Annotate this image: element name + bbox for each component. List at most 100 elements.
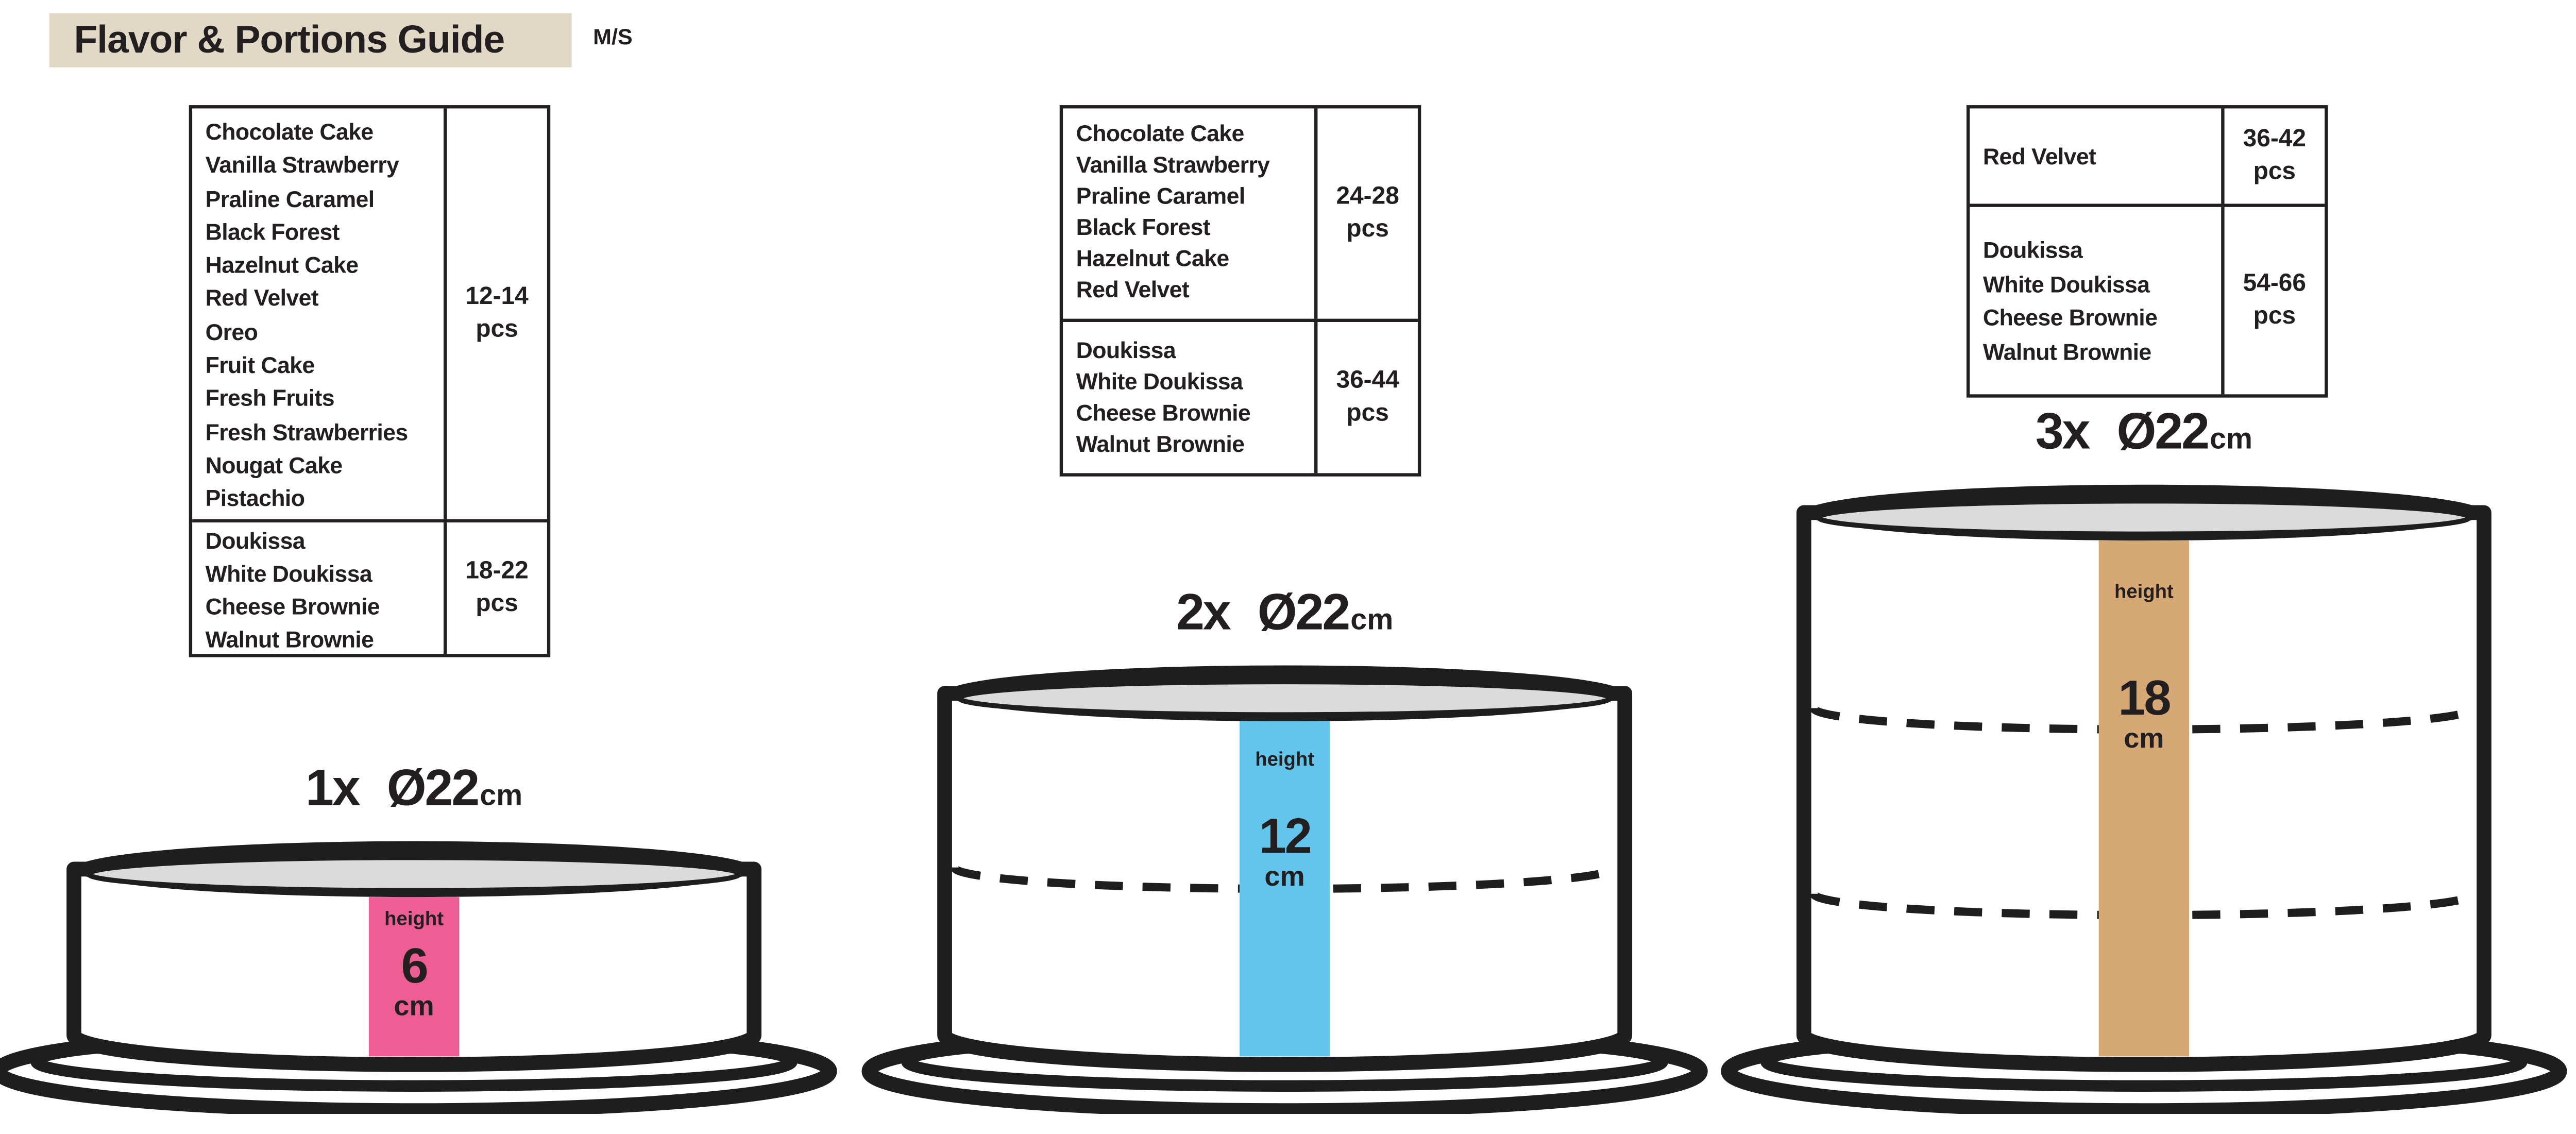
flavor-item: Doukissa	[205, 527, 306, 554]
cake-size-label-diameter: Ø22	[2116, 402, 2210, 460]
portions-range: 18-22	[465, 556, 529, 585]
cake-size-label-diameter: Ø22	[1257, 583, 1350, 641]
flavor-item: Pistachio	[205, 485, 305, 512]
table-row: Doukissa White Doukissa Cheese Brownie Waln…	[192, 519, 547, 654]
table-row: Red Velvet 36-42 pcs	[1970, 108, 2325, 204]
flavor-item: Doukissa	[1982, 236, 2083, 263]
cake-top-surface	[86, 855, 742, 893]
table-row: Chocolate Cake Vanilla Strawberry Praline …	[192, 108, 547, 519]
height-bar	[2098, 540, 2190, 1057]
portions-range: 36-44	[1336, 366, 1399, 395]
flavor-table-middle: Chocolate Cake Vanilla Strawberry Praline …	[1059, 105, 1421, 477]
height-unit: cm	[394, 990, 434, 1022]
portions-cell: 36-42 pcs	[2221, 108, 2325, 204]
flavor-item: Red Velvet	[205, 285, 319, 312]
flavor-item: Walnut Brownie	[1076, 430, 1245, 457]
flavor-list-cell: Doukissa White Doukissa Cheese Brownie Waln…	[1970, 207, 2221, 395]
flavor-item: Hazelnut Cake	[205, 251, 359, 278]
flavor-item: Red Velvet	[1982, 142, 2096, 168]
cake-size-label-multiplier: 1x	[305, 759, 361, 817]
height-bar-label: height 6 cm	[369, 897, 459, 1056]
flavor-list-cell: Doukissa White Doukissa Cheese Brownie Waln…	[192, 522, 444, 654]
flavor-item: Hazelnut Cake	[1076, 245, 1230, 272]
cake-size-label: 2x Ø22 cm	[1176, 583, 1393, 642]
flavor-list-cell: Red Velvet	[1970, 108, 2221, 204]
page-title: Flavor & Portions Guide	[74, 18, 505, 61]
height-word: height	[2114, 580, 2174, 603]
portions-range: 12-14	[465, 282, 529, 311]
height-bar	[368, 897, 460, 1057]
flavor-item: Black Forest	[205, 218, 340, 245]
portions-cell: 18-22 pcs	[443, 522, 547, 654]
portions-unit: pcs	[476, 589, 518, 618]
cake-top-surface	[957, 679, 1613, 717]
height-word: height	[1255, 747, 1315, 771]
flavor-item: Cheese Brownie	[205, 593, 380, 620]
flavor-item: Cheese Brownie	[1076, 399, 1251, 426]
flavor-item: Fruit Cake	[205, 351, 315, 378]
cake-top-surface	[1816, 498, 2472, 537]
flavor-item: Cheese Brownie	[1982, 303, 2158, 330]
table-row: Doukissa White Doukissa Cheese Brownie Waln…	[1970, 204, 2325, 395]
flavor-item: Chocolate Cake	[1076, 120, 1245, 146]
flavor-item: Vanilla Strawberry	[205, 151, 399, 178]
layer-divider-line	[950, 866, 1619, 893]
flavor-item: Red Velvet	[1076, 276, 1190, 302]
flavor-table-right: Red Velvet 36-42 pcs Doukissa White Doukissa…	[1966, 105, 2328, 398]
flavor-item: Fresh Fruits	[205, 385, 335, 412]
portions-unit: pcs	[2253, 302, 2296, 330]
flavor-table-left: Chocolate Cake Vanilla Strawberry Praline …	[189, 105, 551, 657]
portions-unit: pcs	[476, 315, 518, 344]
portions-range: 54-66	[2243, 269, 2307, 298]
portions-unit: pcs	[1346, 399, 1389, 428]
layer-divider-line	[1809, 892, 2479, 920]
height-value: 6	[401, 939, 429, 994]
cake-size-label-multiplier: 2x	[1176, 583, 1231, 641]
flavor-item: White Doukissa	[1982, 270, 2150, 297]
cake-size-label: 3x Ø22 cm	[2036, 402, 2252, 462]
flavor-item: Praline Caramel	[205, 185, 375, 212]
flavor-item: Chocolate Cake	[205, 118, 374, 145]
flavor-item: Nougat Cake	[205, 451, 343, 478]
flavor-list-cell: Doukissa White Doukissa Cheese Brownie Waln…	[1063, 322, 1314, 473]
flavor-list-cell: Chocolate Cake Vanilla Strawberry Praline …	[192, 108, 444, 519]
portions-range: 36-42	[2243, 125, 2307, 153]
cake-size-label-diameter_unit: cm	[1350, 603, 1394, 636]
flavor-item: Black Forest	[1076, 213, 1211, 240]
portions-range: 24-28	[1336, 182, 1399, 211]
portions-cell: 24-28 pcs	[1314, 108, 1418, 319]
cake-size-label: 1x Ø22 cm	[306, 759, 522, 818]
flavor-list-cell: Chocolate Cake Vanilla Strawberry Praline …	[1063, 108, 1314, 318]
height-unit: cm	[1264, 860, 1305, 892]
flavor-item: Walnut Brownie	[1982, 337, 2151, 364]
portions-cell: 36-44 pcs	[1314, 322, 1418, 473]
portions-cell: 54-66 pcs	[2221, 207, 2325, 395]
table-row: Doukissa White Doukissa Cheese Brownie Waln…	[1063, 318, 1418, 473]
portions-unit: pcs	[2253, 158, 2296, 186]
table-row: Chocolate Cake Vanilla Strawberry Praline …	[1063, 108, 1418, 319]
layer-divider-line	[1809, 706, 2479, 734]
cake-size-label-diameter_unit: cm	[480, 778, 523, 812]
flavor-item: Fresh Strawberries	[205, 418, 409, 445]
cake-size-label-diameter_unit: cm	[2210, 422, 2252, 455]
flavor-item: Walnut Brownie	[205, 625, 374, 652]
flavor-item: White Doukissa	[1076, 368, 1243, 395]
height-value: 12	[1259, 810, 1312, 865]
title-size-tag: M/S	[593, 24, 633, 49]
height-bar-label: height 12 cm	[1240, 721, 1330, 1057]
flavor-item: Oreo	[205, 318, 258, 345]
height-unit: cm	[2124, 723, 2164, 754]
height-value: 18	[2118, 672, 2171, 726]
flavor-item: White Doukissa	[205, 560, 372, 587]
height-bar-label: height 18 cm	[2099, 540, 2189, 1056]
flavor-item: Praline Caramel	[1076, 182, 1246, 209]
height-word: height	[384, 907, 444, 930]
cake-size-label-diameter: Ø22	[386, 759, 480, 817]
flavor-item: Vanilla Strawberry	[1076, 151, 1270, 178]
portions-unit: pcs	[1346, 215, 1389, 243]
cake-size-label-multiplier: 3x	[2035, 402, 2091, 460]
portions-cell: 12-14 pcs	[443, 108, 547, 519]
flavor-item: Doukissa	[1076, 336, 1176, 363]
